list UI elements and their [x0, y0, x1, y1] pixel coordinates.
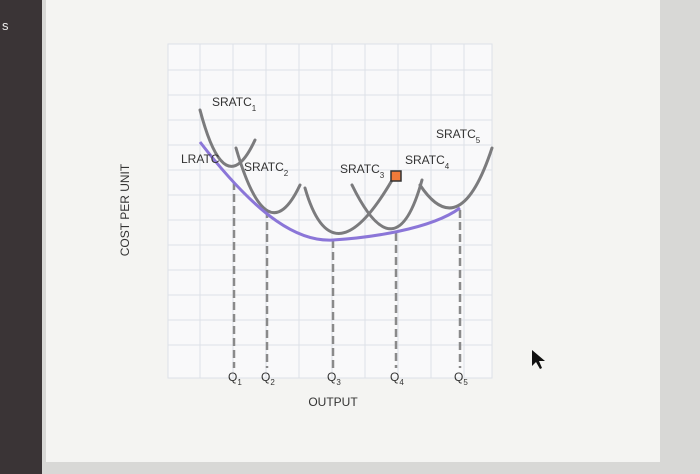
q-label: Q3	[327, 370, 341, 387]
curve-label: SRATC5	[436, 127, 481, 145]
q-label: Q4	[390, 370, 404, 387]
plot-area	[167, 43, 493, 379]
q-label: Q5	[454, 370, 468, 387]
marker	[390, 170, 402, 182]
q-label: Q2	[261, 370, 275, 387]
left-label: s	[2, 18, 9, 33]
q-label: Q1	[228, 370, 242, 387]
grid	[168, 44, 492, 378]
curve-label: SRATC2	[244, 160, 289, 178]
curve-label: SRATC1	[212, 95, 257, 113]
lratc-label: LRATC	[181, 152, 220, 166]
dashed-guides	[232, 182, 462, 368]
left-strip	[0, 0, 42, 474]
y-axis-label: COST PER UNIT	[118, 163, 132, 256]
curve-label: SRATC4	[405, 153, 450, 171]
sratc-curves	[198, 108, 494, 235]
x-axis-label: OUTPUT	[308, 395, 358, 409]
lratc-curve	[198, 141, 461, 242]
cursor	[532, 350, 545, 369]
curve-label: SRATC3	[340, 162, 385, 180]
